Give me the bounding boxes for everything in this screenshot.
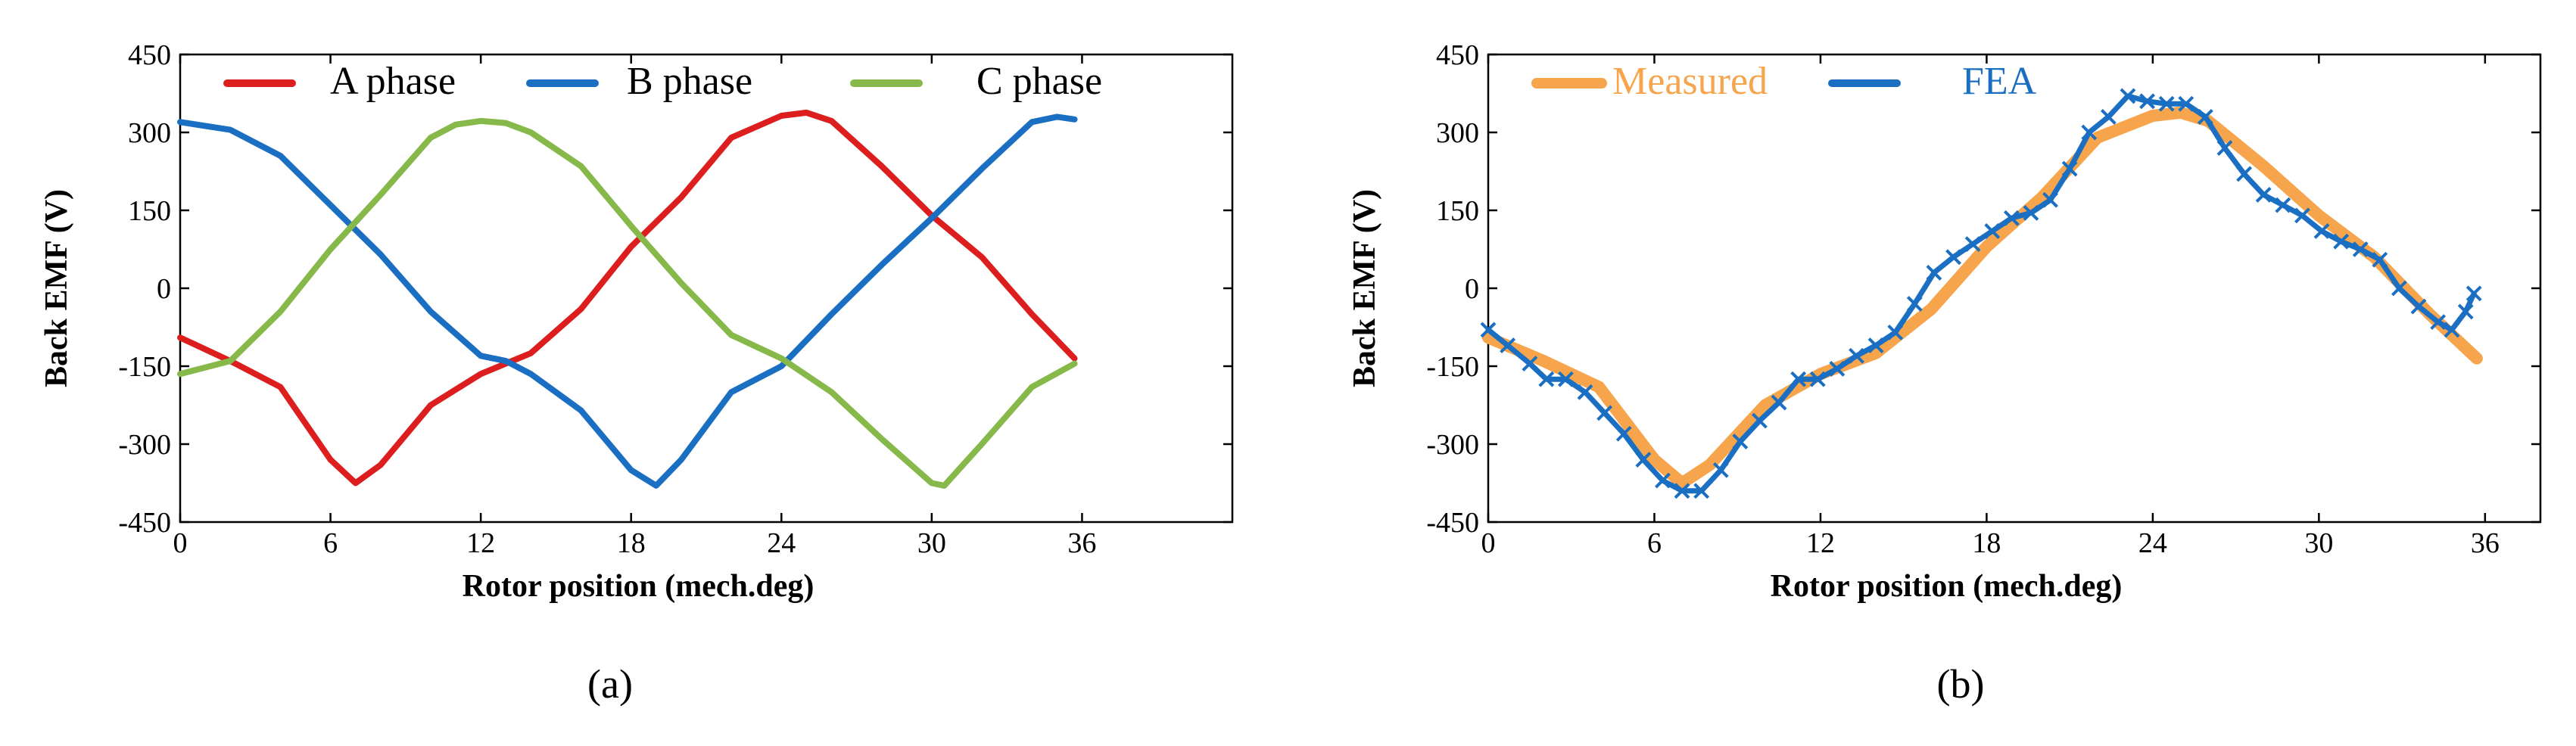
x-tick-label-a: 0 <box>173 527 188 559</box>
data-point-fea <box>2313 223 2330 239</box>
data-point-fea <box>1522 356 1538 371</box>
y-tick-label-a: 150 <box>128 195 171 227</box>
data-point-fea <box>2255 186 2272 203</box>
data-point-fea <box>1945 249 1961 266</box>
x-axis-title-b: Rotor position (mech.deg) <box>1771 569 2123 604</box>
legend-label-measured: Measured <box>1612 60 1768 103</box>
data-point-fea <box>2410 298 2427 315</box>
data-point-fea <box>1538 371 1555 387</box>
y-tick-label-a: -300 <box>118 429 171 461</box>
series-line-b-phase <box>177 113 1078 489</box>
legend-label-c-phase: C phase <box>977 60 1102 103</box>
y-tick-label-b: -300 <box>1426 429 1479 461</box>
x-tick-label-a: 12 <box>466 527 495 559</box>
x-tick-label-b: 30 <box>2304 527 2333 559</box>
data-point-fea <box>2352 241 2369 257</box>
data-point-fea <box>1577 384 1593 400</box>
x-tick-label-b: 18 <box>1972 527 2001 559</box>
data-point-fea <box>2139 93 2155 110</box>
x-tick-label-b: 24 <box>2138 527 2167 559</box>
data-point-fea <box>2178 95 2194 112</box>
y-tick-label-b: -450 <box>1426 507 1479 539</box>
series-line-measured <box>1482 106 2483 490</box>
data-point-fea <box>1674 483 1690 499</box>
data-point-fea <box>2061 160 2078 177</box>
data-point-fea <box>1964 236 1981 253</box>
x-tick-label-b: 6 <box>1647 527 1662 559</box>
panel-label-a: (a) <box>587 661 633 707</box>
data-point-fea <box>1790 371 1807 387</box>
y-tick-label-b: 0 <box>1465 273 1479 305</box>
data-point-fea <box>1655 472 1671 489</box>
data-point-fea <box>1615 425 1632 442</box>
data-point-fea <box>2023 205 2039 221</box>
legend-label-fea: FEA <box>1962 60 2037 103</box>
data-point-fea <box>2100 108 2117 125</box>
data-point-fea <box>2275 197 2291 213</box>
data-point-fea <box>2294 207 2310 224</box>
data-point-fea <box>2120 88 2136 104</box>
data-point-fea <box>2003 210 2020 226</box>
data-point-fea <box>1558 371 1574 387</box>
x-tick-label-a: 30 <box>917 527 946 559</box>
data-point-fea <box>2197 108 2213 125</box>
x-tick-label-a: 36 <box>1067 527 1096 559</box>
data-point-fea <box>2444 322 2460 338</box>
data-point-fea <box>1867 337 1884 353</box>
data-point-fea <box>1500 337 1516 353</box>
data-point-fea <box>1712 462 1729 478</box>
data-point-fea <box>2236 166 2253 182</box>
data-point-fea <box>2465 285 2482 302</box>
data-point-fea <box>1809 371 1826 387</box>
data-point-fea <box>1596 405 1613 421</box>
data-point-fea <box>2457 303 2474 320</box>
data-point-fea <box>1732 434 1749 449</box>
data-point-fea <box>2158 95 2175 112</box>
data-point-fea <box>1906 296 1923 312</box>
series-line-c-phase <box>177 117 1078 489</box>
data-point-fea <box>1829 361 1846 377</box>
y-tick-label-a: -450 <box>118 507 171 539</box>
data-point-fea <box>2333 233 2350 250</box>
data-point-fea <box>1480 322 1497 338</box>
series-line-a-phase <box>177 109 1078 486</box>
y-tick-label-a: 300 <box>128 117 171 149</box>
data-point-fea <box>1752 412 1768 429</box>
x-tick-label-b: 0 <box>1481 527 1496 559</box>
data-point-fea <box>2042 191 2058 208</box>
data-point-fea <box>1771 394 1787 411</box>
x-tick-label-b: 36 <box>2471 527 2500 559</box>
x-tick-label-a: 24 <box>767 527 796 559</box>
x-axis-title-a: Rotor position (mech.deg) <box>463 569 815 604</box>
data-point-fea <box>1887 324 1904 340</box>
data-point-fea <box>1926 264 1942 281</box>
x-tick-label-b: 12 <box>1806 527 1835 559</box>
y-tick-label-a: 450 <box>128 39 171 71</box>
data-point-fea <box>2216 140 2233 157</box>
y-axis-title-b: Back EMF (V) <box>1347 189 1382 387</box>
data-point-fea <box>2081 124 2098 141</box>
x-tick-label-a: 18 <box>617 527 646 559</box>
data-point-fea <box>1635 452 1652 468</box>
y-tick-label-b: 300 <box>1436 117 1479 149</box>
y-tick-label-a: 0 <box>157 273 171 305</box>
y-tick-label-b: 150 <box>1436 195 1479 227</box>
y-tick-label-a: -150 <box>118 351 171 383</box>
y-tick-label-b: -150 <box>1426 351 1479 383</box>
legend-label-a-phase: A phase <box>330 60 456 103</box>
data-point-fea <box>1693 483 1710 499</box>
legend-label-b-phase: B phase <box>627 60 752 103</box>
y-axis-title-a: Back EMF (V) <box>39 189 74 387</box>
data-point-fea <box>2430 314 2447 331</box>
data-point-fea <box>2391 280 2407 297</box>
x-tick-label-a: 6 <box>323 527 338 559</box>
data-point-fea <box>2372 251 2388 268</box>
data-point-fea <box>1849 347 1864 364</box>
data-point-fea <box>1984 223 2001 239</box>
panel-label-b: (b) <box>1937 661 1985 707</box>
y-tick-label-b: 450 <box>1436 39 1479 71</box>
